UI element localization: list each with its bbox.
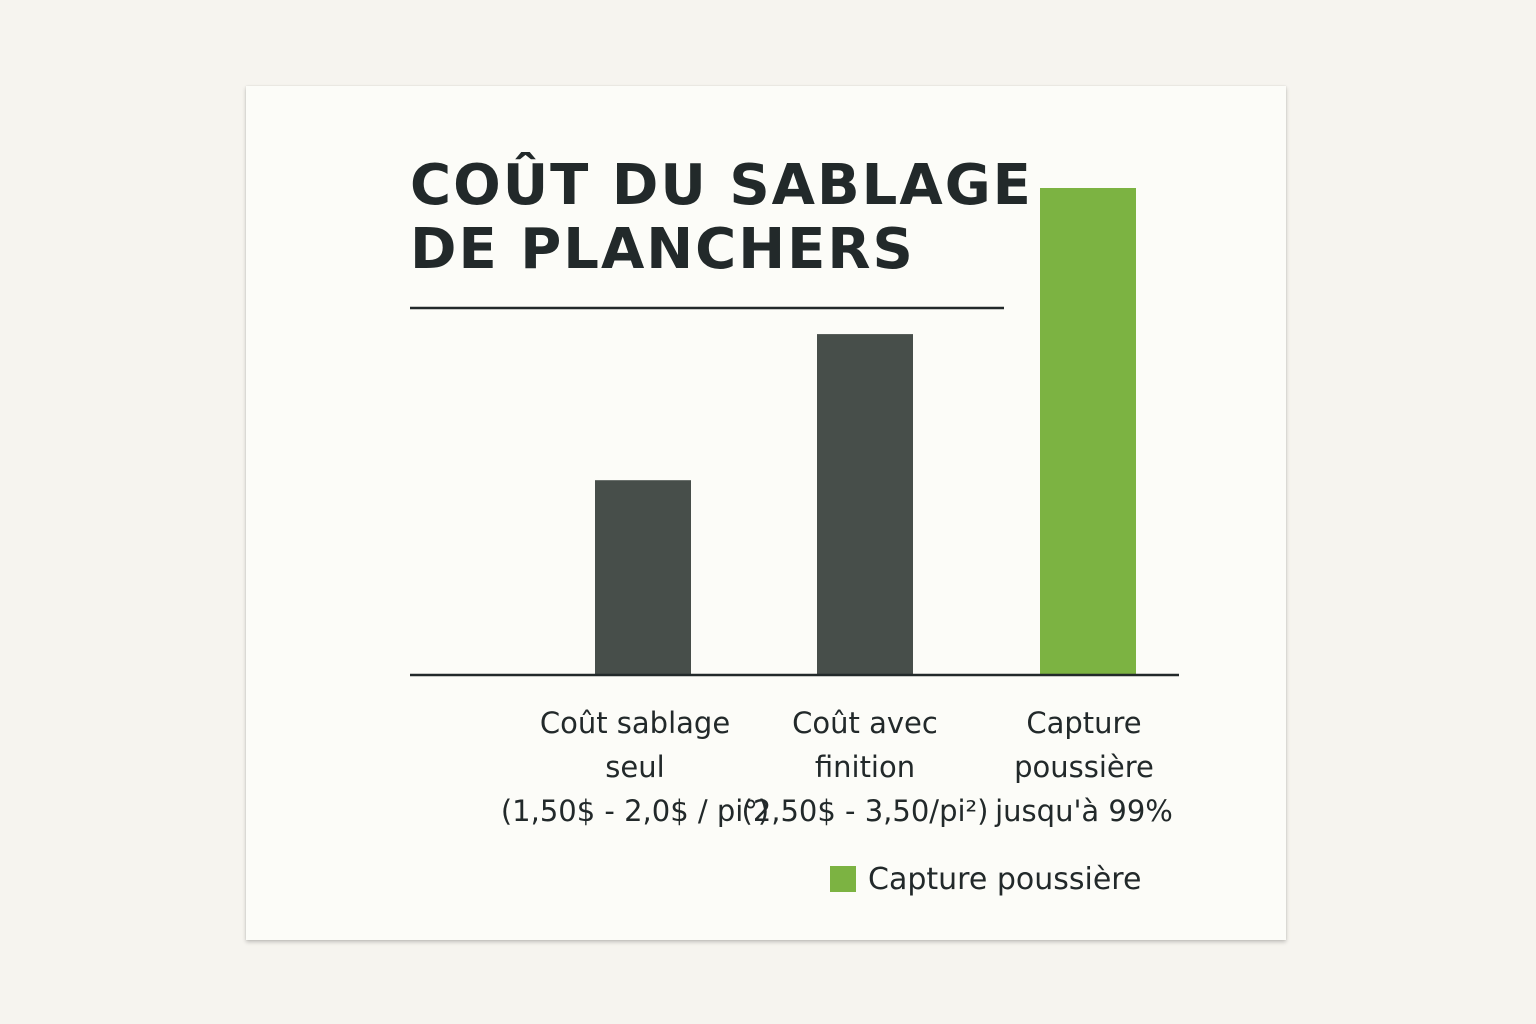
- bar-chart: COÛT DU SABLAGE DE PLANCHERS Coût sablag…: [410, 153, 1179, 897]
- category-label-2-line-1: Coût avec: [792, 706, 938, 740]
- legend-swatch-1: [830, 866, 856, 892]
- bar-1: [595, 480, 691, 675]
- bars-group: [595, 188, 1136, 675]
- category-label-2-line-2: finition: [815, 750, 915, 784]
- category-label-1-line-2: seul: [605, 750, 664, 784]
- category-label-1-line-3: (1,50$ - 2,0$ / pi°): [501, 794, 769, 828]
- category-label-3-line-2: poussière: [1014, 750, 1154, 784]
- category-label-3-line-3: jusqu'à 99%: [994, 794, 1173, 828]
- category-label-1-line-1: Coût sablage: [540, 706, 730, 740]
- category-label-3-line-1: Capture: [1026, 706, 1141, 740]
- chart-card: COÛT DU SABLAGE DE PLANCHERS Coût sablag…: [246, 86, 1286, 940]
- legend-label-1: Capture poussière: [868, 862, 1141, 897]
- bar-2: [817, 334, 913, 675]
- legend: Capture poussière: [830, 862, 1141, 897]
- chart-title-line-2: DE PLANCHERS: [410, 217, 915, 282]
- chart-title-line-1: COÛT DU SABLAGE: [410, 153, 1033, 218]
- bar-3: [1040, 188, 1136, 675]
- category-label-2-line-3: (2,50$ - 3,50/pi²): [742, 794, 989, 828]
- category-labels-group: Coût sablage seul (1,50$ - 2,0$ / pi°) Coût…: [501, 706, 1173, 828]
